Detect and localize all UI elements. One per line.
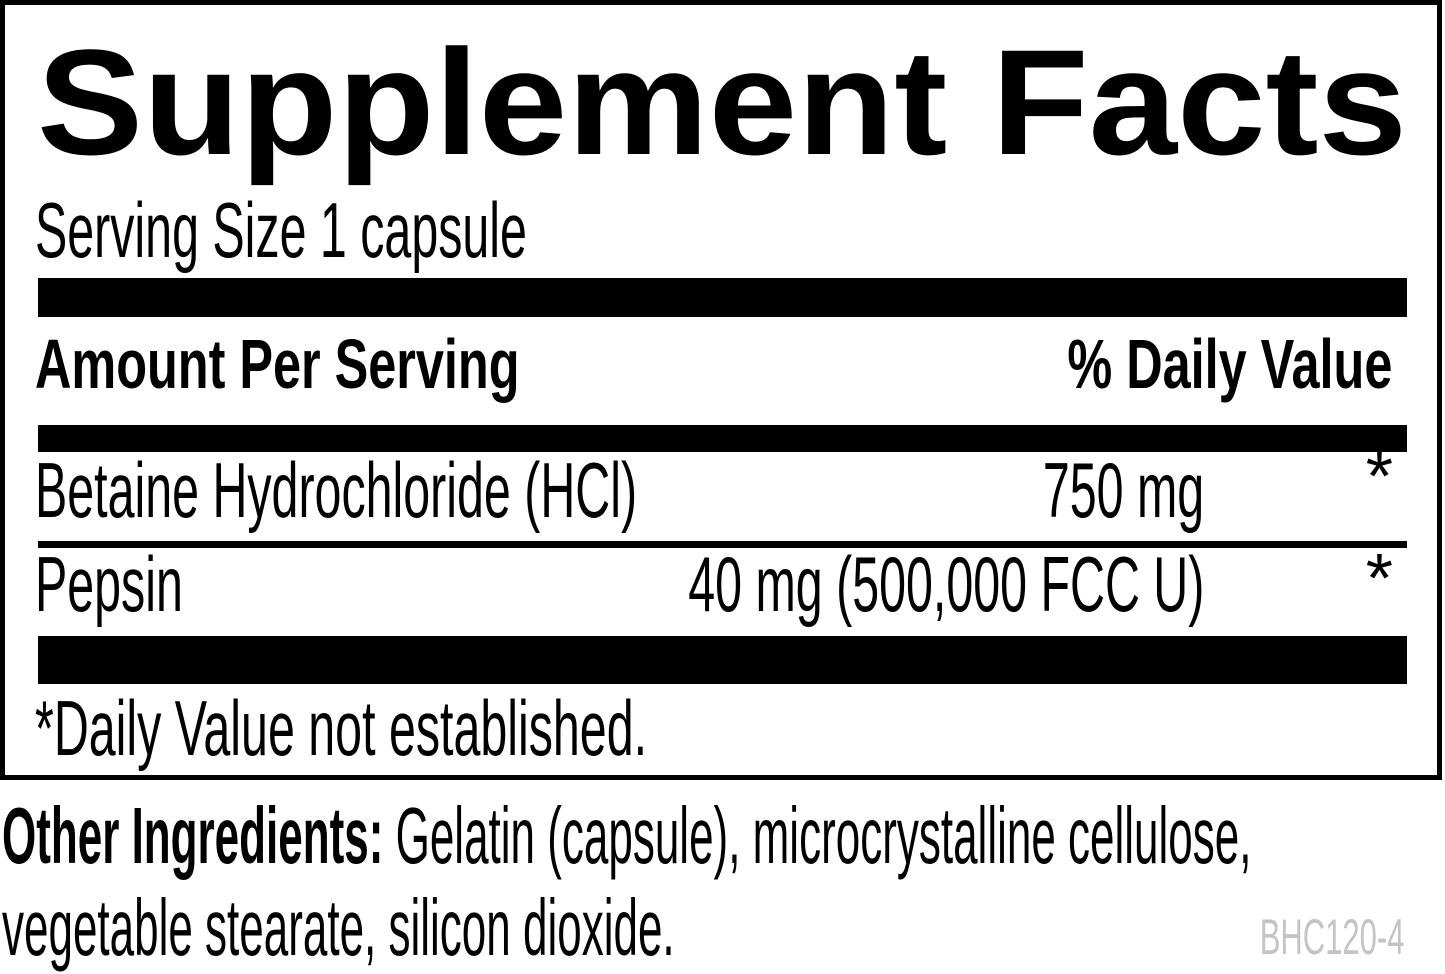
product-code: BHC120-4 [1259,909,1404,965]
daily-value-footnote: *Daily Value not established. [35,684,648,772]
ingredient-name: Pepsin [35,540,183,628]
other-ingredients-line2: vegetable stearate, silicon dioxide. [2,883,675,972]
serving-size: Serving Size 1 capsule [35,186,527,274]
separator-bar-thick-top [38,278,1407,317]
separator-bar-medium [38,425,1407,452]
separator-bar-thick-bottom [38,636,1407,684]
panel-title-text: Supplement Facts [37,18,1407,186]
panel-title: Supplement Facts [37,18,1407,186]
daily-value-asterisk: * [1365,437,1393,515]
other-ingredients-label: Other Ingredients: [2,791,384,880]
other-ingredients-line1-text: Gelatin (capsule), microcrystalline cell… [383,791,1252,880]
other-ingredients-line1: Other Ingredients: Gelatin (capsule), mi… [2,790,1251,882]
daily-value-header: % Daily Value [1067,325,1392,403]
daily-value-asterisk: * [1365,539,1393,617]
row-divider [38,541,1407,548]
ingredient-amount: 40 mg (500,000 FCC U) [687,540,1204,628]
other-ingredients: Other Ingredients: Gelatin (capsule), mi… [2,790,1251,974]
ingredient-name: Betaine Hydrochloride (HCl) [35,446,638,534]
amount-per-serving-header: Amount Per Serving [35,325,520,403]
supplement-facts-panel: Supplement Facts Serving Size 1 capsule … [0,0,1442,780]
ingredient-amount: 750 mg [1042,446,1204,534]
